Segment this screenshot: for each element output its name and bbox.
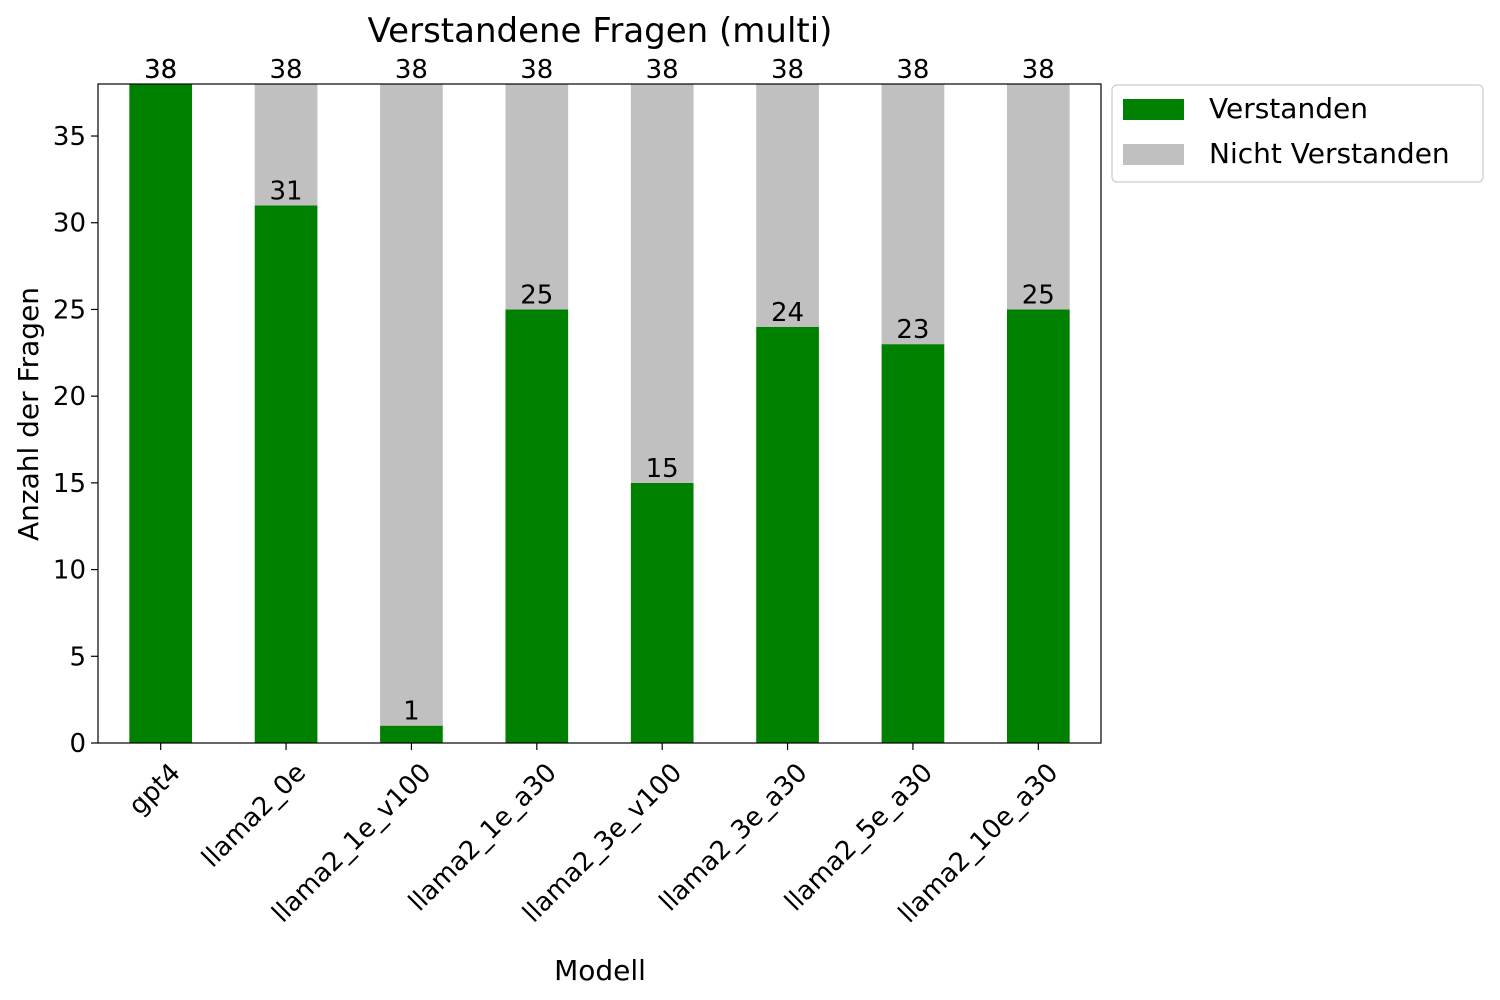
data-label-total-5: 38	[771, 55, 804, 85]
legend: Verstanden Nicht Verstanden	[1111, 84, 1484, 183]
bar-nicht-verstanden-3	[505, 84, 569, 310]
x-tick-label-1: llama2_0e	[196, 758, 312, 874]
bar-nicht-verstanden-5	[756, 84, 819, 327]
x-axis-label: Modell	[554, 954, 646, 987]
legend-label-0: Verstanden	[1209, 92, 1368, 125]
bar-nicht-verstanden-6	[881, 84, 945, 345]
data-label-verstanden-1: 31	[270, 176, 303, 206]
data-label-total-2: 38	[395, 55, 428, 85]
y-tick-label-1: 5	[69, 642, 86, 672]
data-label-total-1: 38	[270, 55, 303, 85]
data-label-verstanden-4: 15	[646, 454, 679, 484]
data-label-total-4: 38	[646, 55, 679, 85]
data-label-total-0: 38	[144, 55, 177, 85]
bar-verstanden-7	[1006, 309, 1070, 743]
y-tick-label-4: 20	[53, 382, 86, 412]
bar-nicht-verstanden-2	[380, 84, 443, 726]
data-label-total-6: 38	[896, 55, 929, 85]
bar-verstanden-5	[756, 326, 819, 743]
bar-verstanden-0	[129, 84, 193, 743]
data-label-verstanden-7: 25	[1022, 280, 1055, 310]
y-axis-label: Anzahl der Fragen	[12, 287, 45, 541]
data-label-verstanden-0: 38	[144, 55, 177, 85]
bar-nicht-verstanden-7	[1006, 84, 1070, 310]
data-label-verstanden-5: 24	[771, 298, 804, 328]
bar-verstanden-6	[881, 344, 945, 743]
y-tick-label-2: 10	[53, 556, 86, 586]
bar-verstanden-4	[630, 482, 694, 743]
legend-swatch-1	[1123, 144, 1184, 165]
y-tick-label-6: 30	[53, 209, 86, 239]
bar-nicht-verstanden-1	[254, 84, 318, 206]
data-label-total-3: 38	[520, 55, 553, 85]
data-label-verstanden-3: 25	[520, 280, 553, 310]
bar-verstanden-1	[254, 205, 318, 744]
legend-box	[1111, 84, 1484, 183]
y-tick-label-5: 25	[53, 295, 86, 325]
y-tick-label-3: 15	[53, 469, 86, 499]
legend-swatch-0	[1123, 99, 1184, 120]
y-tick-label-0: 0	[69, 729, 86, 759]
x-tick-label-0: gpt4	[123, 758, 186, 821]
bar-nicht-verstanden-4	[630, 84, 694, 483]
chart-title: Verstandene Fragen (multi)	[368, 11, 833, 51]
plot-frame	[97, 83, 1102, 744]
data-label-verstanden-2: 1	[403, 697, 420, 727]
bar-verstanden-3	[505, 309, 569, 743]
data-label-verstanden-6: 23	[896, 315, 929, 345]
bar-verstanden-2	[380, 725, 443, 743]
legend-label-1: Nicht Verstanden	[1209, 137, 1450, 170]
y-tick-label-7: 35	[53, 122, 86, 152]
data-label-total-7: 38	[1022, 55, 1055, 85]
